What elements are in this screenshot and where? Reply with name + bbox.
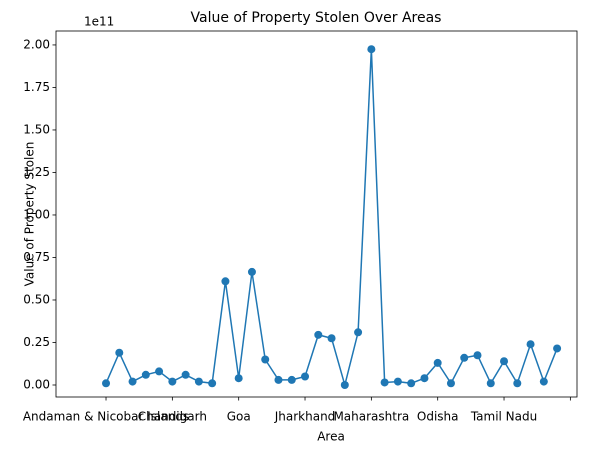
x-tick-label: Chandigarh <box>138 410 207 424</box>
point <box>433 358 442 367</box>
plot-frame <box>55 30 578 398</box>
point <box>513 379 522 388</box>
y-tick-label: 0.25 <box>23 335 50 349</box>
point <box>115 348 124 357</box>
point <box>407 379 416 388</box>
point <box>486 379 495 388</box>
point <box>128 377 137 386</box>
x-tick-label: Tamil Nadu <box>470 410 537 424</box>
x-tick-label: Andaman & Nicobar Islands <box>23 410 189 424</box>
point <box>327 334 336 343</box>
point <box>247 267 256 276</box>
point <box>102 379 111 388</box>
y-tick-label: 1.75 <box>23 80 50 94</box>
point <box>194 377 203 386</box>
x-tick-label: Goa <box>227 410 251 424</box>
point <box>553 344 562 353</box>
point <box>314 330 323 339</box>
point <box>539 377 548 386</box>
point <box>221 277 230 286</box>
point <box>380 378 389 387</box>
point <box>301 372 310 381</box>
point <box>234 374 243 383</box>
y-tick-label: 0.75 <box>23 250 50 264</box>
point <box>473 351 482 360</box>
chart-title: Value of Property Stolen Over Areas <box>191 10 442 26</box>
y-tick-label: 1.50 <box>23 122 50 136</box>
point <box>446 379 455 388</box>
point <box>287 375 296 384</box>
x-axis-label: Area <box>317 430 345 444</box>
y-axis-label: Value of Property Stolen <box>23 142 37 287</box>
x-tick-label: Jharkhand <box>274 410 336 424</box>
point <box>354 328 363 337</box>
point <box>181 370 190 379</box>
point <box>261 355 270 364</box>
point <box>526 340 535 349</box>
point <box>155 367 164 376</box>
point <box>500 357 509 366</box>
y-tick-label: 1.25 <box>23 165 50 179</box>
y-tick-label: 1.00 <box>23 207 50 221</box>
y-offset: 1e11 <box>84 15 114 29</box>
point <box>340 380 349 389</box>
point <box>274 375 283 384</box>
y-tick-label: 2.00 <box>23 37 50 51</box>
point <box>141 370 150 379</box>
y-tick-label: 0.00 <box>23 377 50 391</box>
x-tick-label: Odisha <box>417 410 459 424</box>
point <box>420 374 429 383</box>
point <box>168 377 177 386</box>
point <box>460 353 469 362</box>
x-tick-label: Maharashtra <box>333 410 409 424</box>
y-tick-label: 0.50 <box>23 292 50 306</box>
point <box>393 377 402 386</box>
point <box>208 379 217 388</box>
point <box>367 45 376 54</box>
